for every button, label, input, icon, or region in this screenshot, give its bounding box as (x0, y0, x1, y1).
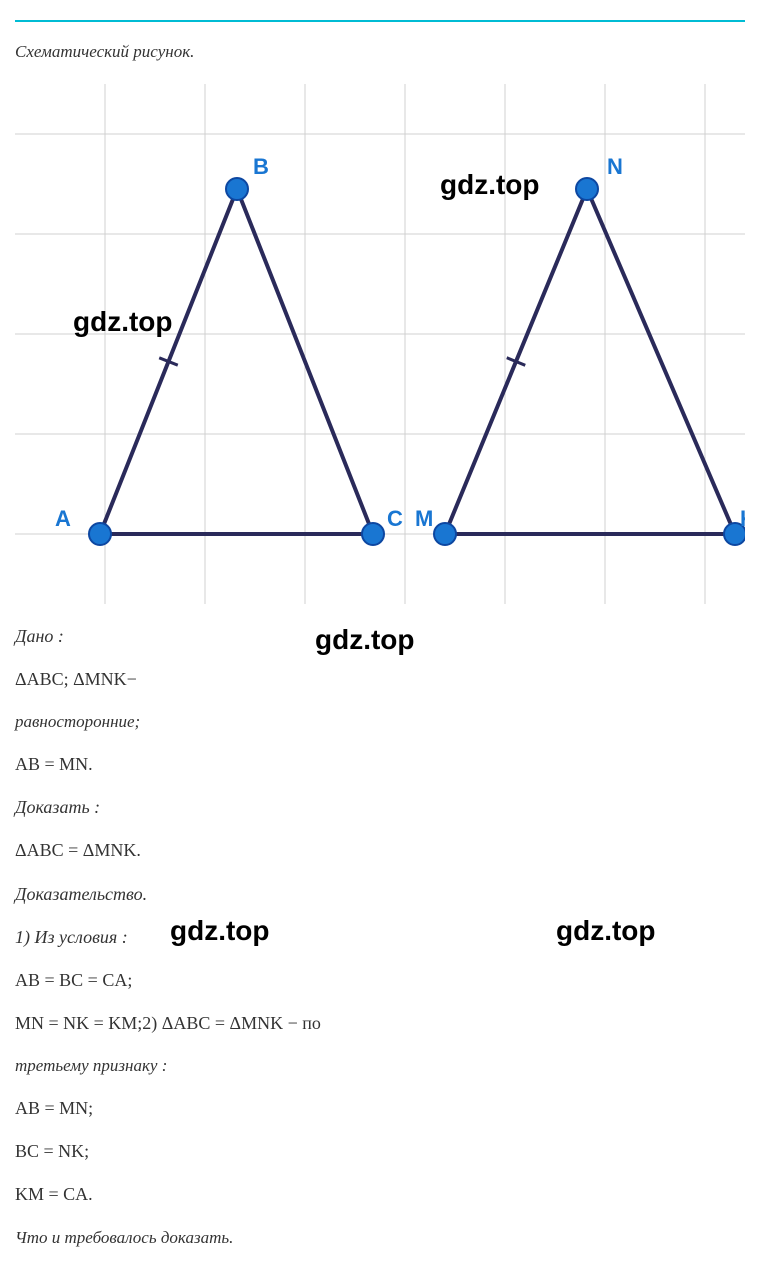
eq3: KM = CA. (15, 1182, 745, 1207)
svg-text:B: B (253, 154, 269, 179)
proof-label: Доказательство. (15, 882, 745, 907)
svg-text:A: A (55, 506, 71, 531)
step1a: AB = BC = CA; (15, 968, 745, 993)
svg-text:K: K (740, 506, 745, 531)
given-2: равносторонние; (15, 710, 745, 734)
prove-1: ΔABC = ΔMNK. (15, 838, 745, 863)
prove-label: Доказать : (15, 795, 745, 820)
qed: Что и требовалось доказать. (15, 1226, 745, 1250)
step1b: MN = NK = KM;2) ΔABC = ΔMNK − по (15, 1011, 745, 1036)
geometry-diagram: ABCMNK gdz.topgdz.topgdz.top (15, 84, 745, 614)
top-divider (15, 20, 745, 22)
svg-text:C: C (387, 506, 403, 531)
given-3: AB = MN. (15, 752, 745, 777)
step2c: третьему признаку : (15, 1054, 745, 1078)
given-1: ΔABC; ΔMNK− (15, 667, 745, 692)
dano-label: Дано : (15, 624, 745, 649)
caption: Схематический рисунок. (15, 40, 745, 64)
eq2: BC = NK; (15, 1139, 745, 1164)
eq1: AB = MN; (15, 1096, 745, 1121)
svg-text:M: M (415, 506, 433, 531)
step1-label: 1) Из условия : (15, 925, 745, 950)
svg-text:N: N (607, 154, 623, 179)
diagram-svg: A B CM N K (15, 84, 745, 614)
